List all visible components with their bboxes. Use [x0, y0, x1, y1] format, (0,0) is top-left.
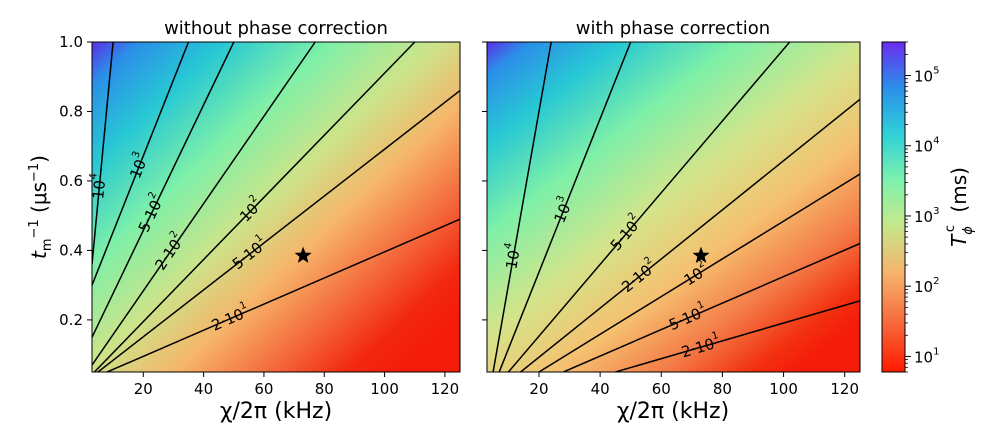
contour-line — [92, 42, 235, 338]
marker-star — [294, 246, 312, 263]
contour-line — [498, 42, 632, 372]
contour-label: 104 — [499, 242, 524, 271]
contour-line — [507, 42, 791, 372]
contour-line — [92, 42, 114, 265]
y-tick-label: 0.8 — [59, 102, 83, 120]
heatmap-field — [92, 42, 460, 372]
x-tick-label: 100 — [370, 380, 399, 398]
contour-line — [92, 42, 190, 286]
contour-line — [538, 173, 860, 372]
x-tick-label: 80 — [315, 380, 334, 398]
y-tick-label: 0.6 — [59, 172, 83, 190]
x-tick-label: 20 — [134, 380, 153, 398]
contour-label: 103 — [548, 194, 576, 225]
contour-label: 104 — [86, 173, 109, 200]
contour-line — [520, 98, 860, 372]
colorbar: 101 102 103 104 105 Tϕc (ms) — [881, 41, 976, 373]
x-tick-label: 20 — [529, 380, 548, 398]
x-tick-label: 100 — [769, 380, 798, 398]
contour-line — [563, 242, 860, 372]
x-tick-label: 40 — [194, 380, 213, 398]
contour-label: 103 — [123, 150, 151, 181]
colorbar-tick-label: 105 — [914, 66, 939, 86]
x-tick-label: 120 — [431, 380, 460, 398]
contour-line — [97, 90, 460, 372]
colorbar-tick-label: 102 — [914, 276, 939, 296]
x-tick-label: 60 — [254, 380, 273, 398]
contour-line — [492, 42, 552, 372]
x-axis-label: χ/2π (kHz) — [617, 399, 729, 424]
y-tick-label: 1.0 — [59, 33, 83, 51]
contour-line — [106, 218, 460, 372]
y-tick-label: 0.2 — [59, 311, 83, 329]
colorbar-tick-label: 103 — [914, 206, 939, 226]
plot-frame — [91, 41, 461, 373]
y-axis-label: tm−1 (μs−1) — [27, 155, 55, 259]
contour-line — [615, 300, 860, 372]
x-tick-label: 40 — [591, 380, 610, 398]
marker-star — [692, 246, 710, 263]
colorbar-gradient — [881, 41, 906, 373]
heatmap-field — [487, 42, 860, 372]
panel-title: without phase correction — [164, 18, 388, 39]
y-tick-label: 0.4 — [59, 241, 83, 259]
x-tick-label: 80 — [713, 380, 732, 398]
x-tick-label: 120 — [830, 380, 859, 398]
plot-frame — [486, 41, 861, 373]
x-tick-label: 60 — [652, 380, 671, 398]
colorbar-label: Tϕc (ms) — [943, 167, 976, 247]
colorbar-tick-label: 101 — [914, 346, 939, 366]
x-axis-label: χ/2π (kHz) — [220, 399, 332, 424]
contour-line — [93, 42, 416, 372]
panel-title: with phase correction — [576, 18, 770, 39]
colorbar-tick-label: 104 — [914, 136, 939, 156]
contour-line — [92, 42, 316, 366]
